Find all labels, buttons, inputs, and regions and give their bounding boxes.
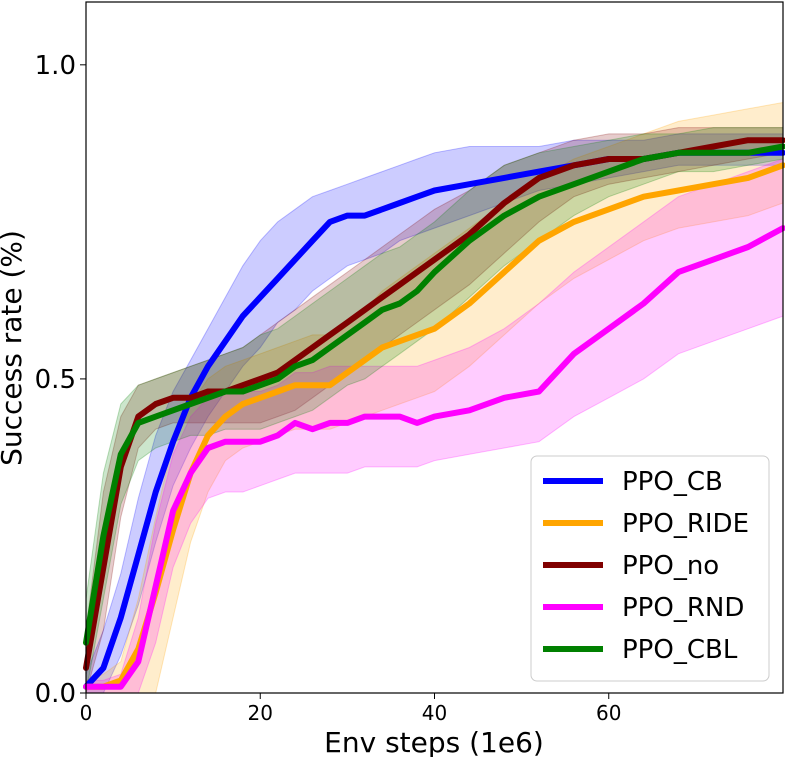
legend-frame [530,455,770,682]
line-ppo-ride [83,162,785,690]
x-tick-label: 40 [422,701,447,725]
y-tick-label: 0.0 [35,679,76,709]
x-axis-ticks: 0 20 40 60 [80,693,621,725]
legend-label-ppo-rnd: PPO_RND [622,593,744,623]
legend-label-ppo-ride: PPO_RIDE [622,509,749,539]
series-lines [83,137,785,690]
legend-label-ppo-cbl: PPO_CBL [622,635,738,665]
y-tick-label: 1.0 [35,51,76,81]
legend: PPO_CB PPO_RIDE PPO_no PPO_RND PPO_CBL [530,455,770,682]
y-tick-label: 0.5 [35,365,76,395]
x-axis-label: Env steps (1e6) [324,726,544,757]
y-axis-ticks: 0.0 0.5 1.0 [35,51,86,709]
legend-label-ppo-no: PPO_no [622,551,719,581]
line-ppo-cbl [83,143,785,646]
line-ppo-no [83,137,785,671]
legend-label-ppo-cb: PPO_CB [622,467,723,497]
y-axis-label: Success rate (%) [0,230,28,466]
x-tick-label: 60 [596,701,621,725]
x-tick-label: 0 [80,701,93,725]
x-tick-label: 20 [248,701,273,725]
line-ppo-rnd [83,225,785,690]
